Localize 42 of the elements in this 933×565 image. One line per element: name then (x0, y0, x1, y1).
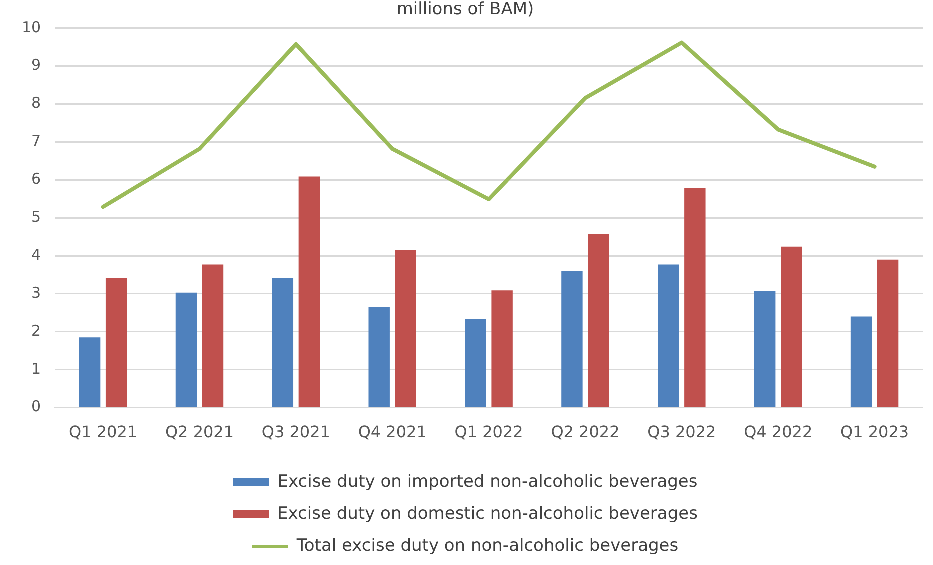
bar (298, 176, 320, 408)
y-tick-label: 4 (32, 246, 42, 264)
bar (658, 264, 680, 408)
bar (877, 260, 899, 408)
bar (272, 278, 294, 408)
legend-label: Excise duty on imported non-alcoholic beverages (278, 472, 698, 492)
bar (395, 250, 416, 408)
legend-label: Excise duty on domestic non-alcoholic beverages (278, 504, 698, 524)
bar (492, 290, 513, 408)
x-tick-label: Q2 2022 (551, 422, 620, 442)
y-tick-label: 7 (32, 132, 42, 150)
x-tick-label: Q1 2022 (454, 422, 524, 442)
bar (106, 278, 128, 408)
chart-title: millions of BAM) (396, 0, 534, 20)
x-tick-label: Q4 2021 (358, 422, 427, 442)
bar (684, 188, 706, 408)
bar (754, 291, 776, 408)
y-tick-label: 8 (32, 94, 42, 112)
bar (465, 319, 486, 408)
x-tick-label: Q1 2023 (840, 422, 910, 442)
y-tick-label: 2 (32, 322, 42, 340)
y-tick-label: 9 (32, 56, 42, 74)
bar (176, 292, 198, 408)
bar (79, 338, 101, 408)
y-tick-label: 1 (32, 360, 42, 378)
bar (781, 246, 802, 408)
x-tick-label: Q3 2022 (648, 422, 716, 442)
y-tick-label: 0 (32, 398, 42, 416)
x-tick-label: Q1 2021 (69, 422, 138, 442)
bar (368, 307, 390, 408)
y-tick-label: 3 (32, 284, 42, 302)
bar (202, 264, 224, 408)
y-tick-label: 10 (22, 18, 42, 36)
x-tick-label: Q2 2021 (165, 422, 234, 442)
y-tick-label: 5 (32, 208, 42, 226)
bar (850, 316, 872, 408)
x-tick-label: Q4 2022 (744, 422, 813, 442)
legend-label: Total excise duty on non-alcoholic beverages (296, 536, 679, 556)
x-tick-label: Q3 2021 (262, 422, 330, 442)
bar (588, 234, 610, 408)
y-tick-label: 6 (32, 170, 42, 188)
bar (562, 271, 583, 408)
